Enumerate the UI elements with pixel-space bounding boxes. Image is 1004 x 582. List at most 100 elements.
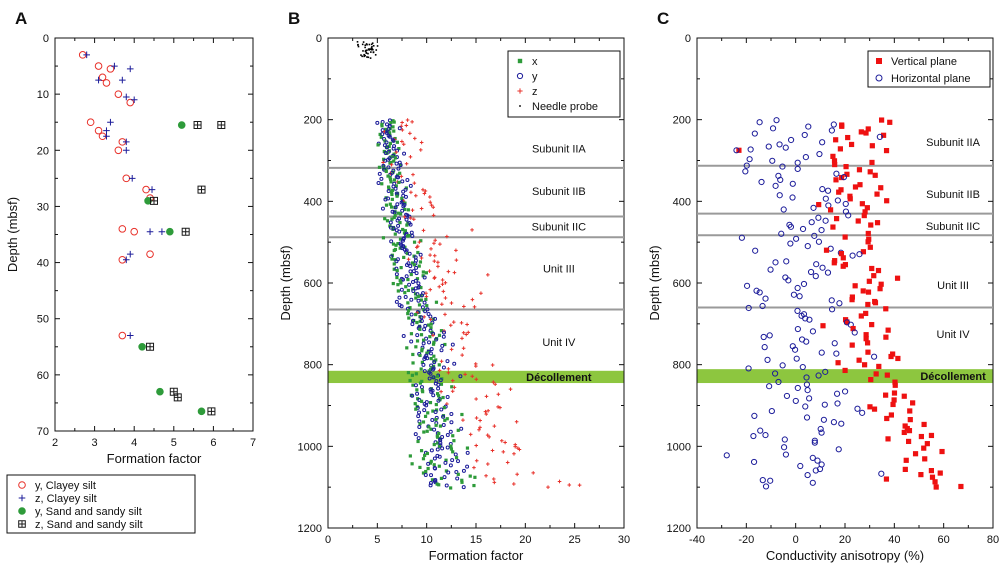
unit-annotation: Subunit IIB [532, 186, 586, 198]
data-point-vertical [874, 220, 881, 226]
data-point-horizontal [764, 356, 771, 363]
data-point-x [449, 447, 454, 451]
data-point-z [450, 389, 455, 394]
x-tick-label: 5 [171, 437, 177, 449]
data-point-y [444, 483, 449, 488]
data-point-x [429, 326, 433, 330]
data-point-vertical [864, 340, 871, 346]
data-point-x [413, 402, 417, 406]
data-point-horizontal [802, 315, 809, 322]
data-point-y [399, 304, 404, 309]
y-tick-label: 200 [673, 115, 691, 127]
data-point [98, 73, 107, 82]
data-point-vertical [895, 355, 901, 362]
data-point-z [460, 353, 464, 357]
data-point-y [409, 339, 414, 344]
data-point-vertical [892, 379, 898, 385]
data-point-vertical [929, 474, 936, 480]
data-point-y [419, 319, 424, 324]
data-point [103, 127, 110, 134]
data-point-vertical [867, 169, 873, 175]
data-point-y [377, 171, 382, 176]
data-point-z [414, 245, 419, 250]
data-point-horizontal [790, 291, 798, 298]
data-point-x [388, 177, 393, 182]
data-point-z [432, 241, 436, 246]
data-point-y [445, 445, 450, 450]
data-point-needle-probe [364, 54, 366, 57]
legend-marker [875, 74, 883, 82]
data-point-y [401, 189, 406, 194]
data-point-x [424, 271, 428, 275]
data-point-y [441, 330, 446, 335]
data-point-x [421, 471, 426, 475]
data-point-horizontal [779, 362, 786, 369]
data-point-vertical [928, 432, 935, 439]
data-point-y [393, 186, 398, 191]
data-point-horizontal [814, 457, 821, 464]
data-point-x [395, 194, 399, 198]
legend-marker [18, 520, 26, 528]
data-point-x [434, 402, 438, 407]
data-point-vertical [873, 371, 879, 377]
data-point-horizontal [775, 378, 782, 386]
data-point-needle-probe [365, 52, 368, 54]
data-point-z [436, 264, 440, 269]
x-axis-label: Conductivity anisotropy (%) [766, 548, 924, 563]
data-point-vertical [869, 265, 875, 272]
data-point-vertical [910, 400, 916, 406]
data-point-horizontal [793, 355, 800, 362]
data-point-needle-probe [357, 45, 360, 48]
x-tick-label: 0 [325, 534, 331, 546]
data-point-x [379, 135, 383, 139]
data-point-z [501, 450, 506, 454]
data-point-horizontal [806, 395, 813, 402]
data-point-horizontal [815, 238, 823, 245]
data-point-horizontal [830, 121, 837, 128]
data-point-y [420, 293, 425, 298]
data-point-y [401, 238, 406, 243]
x-tick-label: 3 [92, 437, 98, 449]
data-point-y [386, 188, 391, 193]
data-point [122, 93, 130, 101]
data-point-y [421, 341, 426, 346]
data-point-horizontal [745, 365, 752, 372]
data-point-vertical [872, 300, 879, 306]
data-point-vertical [892, 382, 898, 388]
data-point-z [404, 161, 409, 166]
data-point-x [405, 346, 409, 350]
data-point-horizontal [817, 425, 824, 433]
data-point-z [452, 385, 457, 390]
data-point-vertical [905, 438, 912, 445]
decollement-label: Décollement [920, 371, 986, 383]
data-point-x [428, 335, 432, 339]
data-point-x [392, 262, 396, 266]
data-point-x [390, 190, 394, 194]
data-point-vertical [922, 456, 928, 462]
data-point-y [404, 274, 409, 279]
data-point-y [395, 218, 400, 223]
data-point-x [396, 289, 400, 293]
data-point-y [417, 410, 422, 415]
y-tick-label: 800 [304, 360, 322, 372]
data-point-x [432, 340, 436, 344]
data-point-y [425, 307, 430, 312]
data-point-y [408, 183, 413, 188]
data-point [102, 79, 111, 87]
data-point-x [416, 294, 420, 299]
data-point-horizontal [810, 204, 817, 211]
data-point-x [408, 378, 412, 383]
data-point-x [456, 472, 460, 476]
data-point [142, 185, 150, 194]
data-point-vertical [878, 117, 885, 123]
data-point-horizontal [752, 247, 759, 254]
data-point-z [408, 155, 413, 159]
data-point-z [381, 160, 385, 165]
data-point-z [478, 418, 482, 423]
data-point-z [429, 247, 433, 251]
data-point-z [479, 291, 483, 296]
data-point-x [391, 154, 395, 158]
data-point-z [483, 409, 488, 414]
data-point-z [513, 444, 518, 449]
data-point-z [493, 382, 497, 387]
